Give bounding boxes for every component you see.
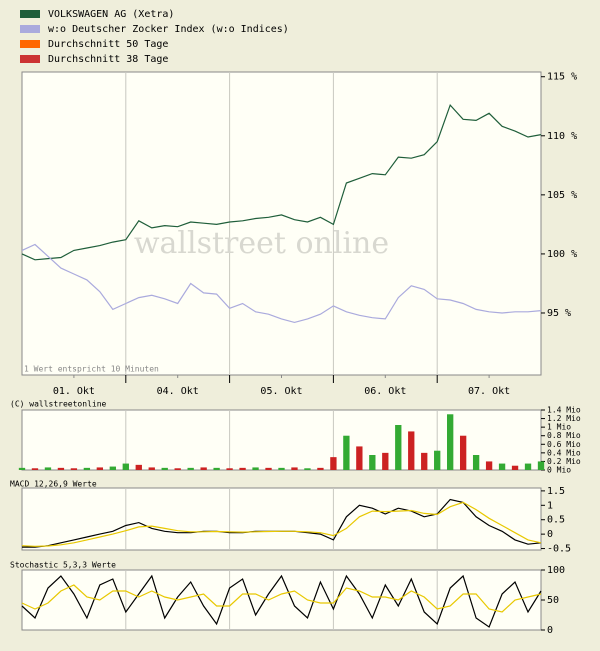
x-tick-label: 04. Okt (157, 386, 199, 397)
plot-area (21, 487, 542, 551)
panel-title: MACD 12,26,9 Werte (10, 480, 97, 489)
volume-bar (70, 468, 78, 470)
volume-bar (434, 450, 441, 470)
volume-bar (472, 455, 480, 470)
y-tick-label: 110 % (547, 131, 577, 142)
legend-label: VOLKSWAGEN AG (Xetra) (48, 9, 174, 20)
volume-bar (213, 467, 220, 470)
volume-bar (135, 464, 142, 470)
volume-bar (459, 435, 467, 470)
y-tick-label: 100 % (547, 249, 577, 260)
legend-swatch (20, 10, 40, 18)
series-line (21, 103, 542, 261)
volume-bar (252, 467, 259, 470)
y-tick-label: 95 % (547, 308, 571, 319)
series-line (21, 584, 542, 613)
y-tick-label: 0.5 (547, 515, 565, 526)
legend-swatch (20, 25, 40, 33)
volume-bar (109, 466, 116, 470)
y-tick-label: -0.5 (547, 544, 571, 555)
y-tick-label: 0.8 Mio (547, 431, 581, 440)
legend-label: Durchschnitt 38 Tage (48, 54, 168, 65)
volume-bar (356, 446, 363, 470)
volume-bar (485, 461, 493, 470)
volume-bar (343, 435, 350, 470)
volume-bar (239, 467, 246, 470)
x-tick-label: 05. Okt (260, 386, 302, 397)
y-tick-label: 0.4 Mio (547, 448, 581, 457)
volume-bar (278, 467, 285, 470)
x-tick-label: 01. Okt (53, 386, 95, 397)
volume-bar (511, 465, 519, 470)
volume-bar (447, 414, 454, 470)
volume-bar (57, 467, 65, 470)
y-tick-label: 1 Mio (547, 423, 571, 432)
volume-bar (408, 431, 415, 470)
volume-bar (148, 467, 155, 470)
y-tick-label: 0 (547, 625, 553, 636)
panel-title: Stochastic 5,3,3 Werte (10, 561, 116, 570)
y-tick-label: 0 (547, 529, 553, 540)
volume-bar (96, 467, 104, 470)
volume-bar (382, 452, 389, 470)
volume-bar (83, 467, 91, 470)
volume-bar (317, 467, 324, 470)
legend-label: Durchschnitt 50 Tage (48, 39, 168, 50)
y-tick-label: 50 (547, 595, 559, 606)
volume-bar (18, 467, 26, 470)
series-line (21, 243, 542, 324)
y-tick-label: 100 (547, 565, 565, 576)
volume-bar (369, 455, 376, 470)
volume-bar (226, 468, 233, 470)
y-tick-label: 105 % (547, 190, 577, 201)
volume-bar (498, 463, 506, 470)
y-tick-label: 0 Mio (547, 466, 571, 475)
legend-swatch (20, 40, 40, 48)
volume-bar (537, 461, 545, 470)
volume-bar (161, 467, 168, 470)
panel-title: (C) wallstreetonline (10, 400, 107, 409)
series-line (21, 501, 542, 547)
plot-area (21, 409, 542, 471)
plot-area (21, 71, 542, 376)
y-tick-label: 0.6 Mio (547, 440, 581, 449)
y-tick-label: 1.4 Mio (547, 406, 581, 415)
volume-bar (291, 467, 298, 470)
series-line (21, 574, 542, 628)
y-tick-label: 115 % (547, 72, 577, 83)
y-tick-label: 0.2 Mio (547, 457, 581, 466)
volume-bar (395, 425, 402, 470)
volume-bar (44, 467, 52, 470)
volume-bar (174, 468, 181, 470)
volume-bar (524, 463, 532, 470)
watermark: wallstreet online (134, 226, 389, 261)
annotation: 1 Wert entspricht 10 Minuten (24, 365, 159, 374)
volume-bar (265, 467, 272, 470)
volume-bar (31, 468, 39, 470)
x-tick-label: 06. Okt (364, 386, 406, 397)
volume-bar (304, 468, 311, 470)
legend-label: w:o Deutscher Zocker Index (w:o Indices) (48, 24, 289, 35)
volume-bar (187, 467, 194, 470)
legend-swatch (20, 55, 40, 63)
volume-bar (122, 463, 129, 470)
y-tick-label: 1.2 Mio (547, 414, 581, 423)
volume-bar (421, 452, 428, 470)
y-tick-label: 1 (547, 500, 553, 511)
y-tick-label: 1.5 (547, 486, 565, 497)
volume-bar (330, 457, 337, 470)
x-tick-label: 07. Okt (468, 386, 510, 397)
volume-bar (200, 467, 207, 470)
